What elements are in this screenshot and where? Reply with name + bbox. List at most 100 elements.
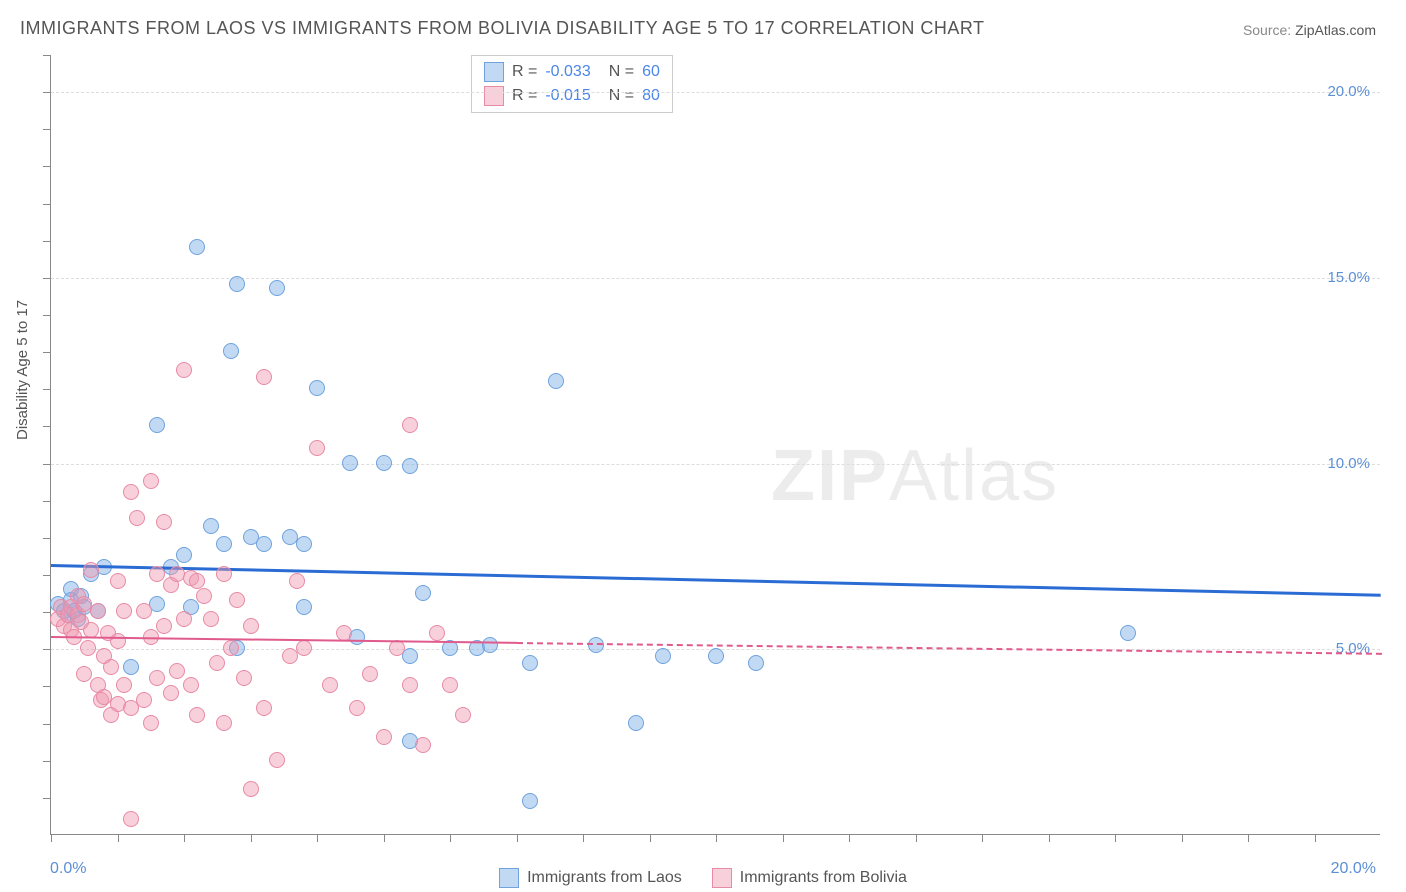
data-point [1120, 625, 1136, 641]
data-point [209, 655, 225, 671]
data-point [236, 670, 252, 686]
source-attribution: Source: ZipAtlas.com [1243, 22, 1376, 38]
y-tick [43, 241, 51, 242]
data-point [83, 562, 99, 578]
data-point [143, 715, 159, 731]
data-point [322, 677, 338, 693]
legend-r-label: R = [512, 87, 537, 105]
correlation-legend: R = -0.033 N = 60 R = -0.015 N = 80 [471, 55, 673, 113]
data-point [289, 573, 305, 589]
y-tick-label: 20.0% [1327, 83, 1370, 100]
gridline [51, 92, 1380, 93]
data-point [522, 655, 538, 671]
series-legend: Immigrants from Laos Immigrants from Bol… [0, 868, 1406, 888]
data-point [223, 640, 239, 656]
data-point [80, 640, 96, 656]
y-tick [43, 204, 51, 205]
data-point [708, 648, 724, 664]
data-point [402, 458, 418, 474]
data-point [189, 239, 205, 255]
x-tick [51, 834, 52, 842]
data-point [309, 380, 325, 396]
data-point [156, 514, 172, 530]
data-point [256, 369, 272, 385]
chart-title: IMMIGRANTS FROM LAOS VS IMMIGRANTS FROM … [20, 18, 985, 39]
y-tick [43, 389, 51, 390]
data-point [415, 737, 431, 753]
data-point [136, 603, 152, 619]
data-point [203, 611, 219, 627]
source-label: Source: [1243, 22, 1295, 38]
legend-swatch-laos [484, 62, 504, 82]
data-point [149, 670, 165, 686]
data-point [229, 592, 245, 608]
legend-swatch-laos [499, 868, 519, 888]
data-point [216, 566, 232, 582]
y-tick [43, 575, 51, 576]
data-point [216, 536, 232, 552]
data-point [342, 455, 358, 471]
y-tick-label: 15.0% [1327, 269, 1370, 286]
data-point [429, 625, 445, 641]
scatter-chart: ZIPAtlas R = -0.033 N = 60 R = -0.015 N … [50, 55, 1380, 835]
data-point [176, 611, 192, 627]
y-tick [43, 649, 51, 650]
data-point [256, 536, 272, 552]
data-point [415, 585, 431, 601]
data-point [149, 417, 165, 433]
data-point [163, 685, 179, 701]
data-point [203, 518, 219, 534]
data-point [442, 677, 458, 693]
x-tick [384, 834, 385, 842]
data-point [748, 655, 764, 671]
y-tick [43, 352, 51, 353]
x-tick [118, 834, 119, 842]
x-tick [1182, 834, 1183, 842]
y-tick-label: 10.0% [1327, 455, 1370, 472]
watermark-atlas: Atlas [889, 436, 1059, 516]
legend-n-label: N = [609, 87, 634, 105]
y-tick [43, 686, 51, 687]
data-point [402, 677, 418, 693]
data-point [296, 599, 312, 615]
x-tick [1315, 834, 1316, 842]
data-point [90, 603, 106, 619]
data-point [548, 373, 564, 389]
y-tick [43, 798, 51, 799]
data-point [216, 715, 232, 731]
data-point [129, 510, 145, 526]
data-point [269, 280, 285, 296]
x-tick [317, 834, 318, 842]
x-tick [583, 834, 584, 842]
y-tick [43, 538, 51, 539]
y-tick [43, 278, 51, 279]
data-point [256, 700, 272, 716]
data-point [123, 484, 139, 500]
legend-row-bolivia: R = -0.015 N = 80 [484, 84, 660, 108]
y-tick-label: 5.0% [1336, 640, 1370, 657]
data-point [110, 573, 126, 589]
x-tick [849, 834, 850, 842]
y-axis-title: Disability Age 5 to 17 [14, 300, 31, 440]
data-point [143, 473, 159, 489]
data-point [189, 573, 205, 589]
data-point [110, 633, 126, 649]
data-point [176, 547, 192, 563]
data-point [189, 707, 205, 723]
legend-n-label: N = [609, 63, 634, 81]
y-tick [43, 761, 51, 762]
x-tick [251, 834, 252, 842]
data-point [156, 618, 172, 634]
y-tick [43, 92, 51, 93]
legend-item-bolivia: Immigrants from Bolivia [712, 868, 907, 888]
legend-r-label: R = [512, 63, 537, 81]
data-point [196, 588, 212, 604]
legend-item-laos: Immigrants from Laos [499, 868, 682, 888]
data-point [482, 637, 498, 653]
data-point [309, 440, 325, 456]
data-point [183, 677, 199, 693]
data-point [229, 276, 245, 292]
x-tick [1049, 834, 1050, 842]
y-tick [43, 426, 51, 427]
data-point [83, 622, 99, 638]
